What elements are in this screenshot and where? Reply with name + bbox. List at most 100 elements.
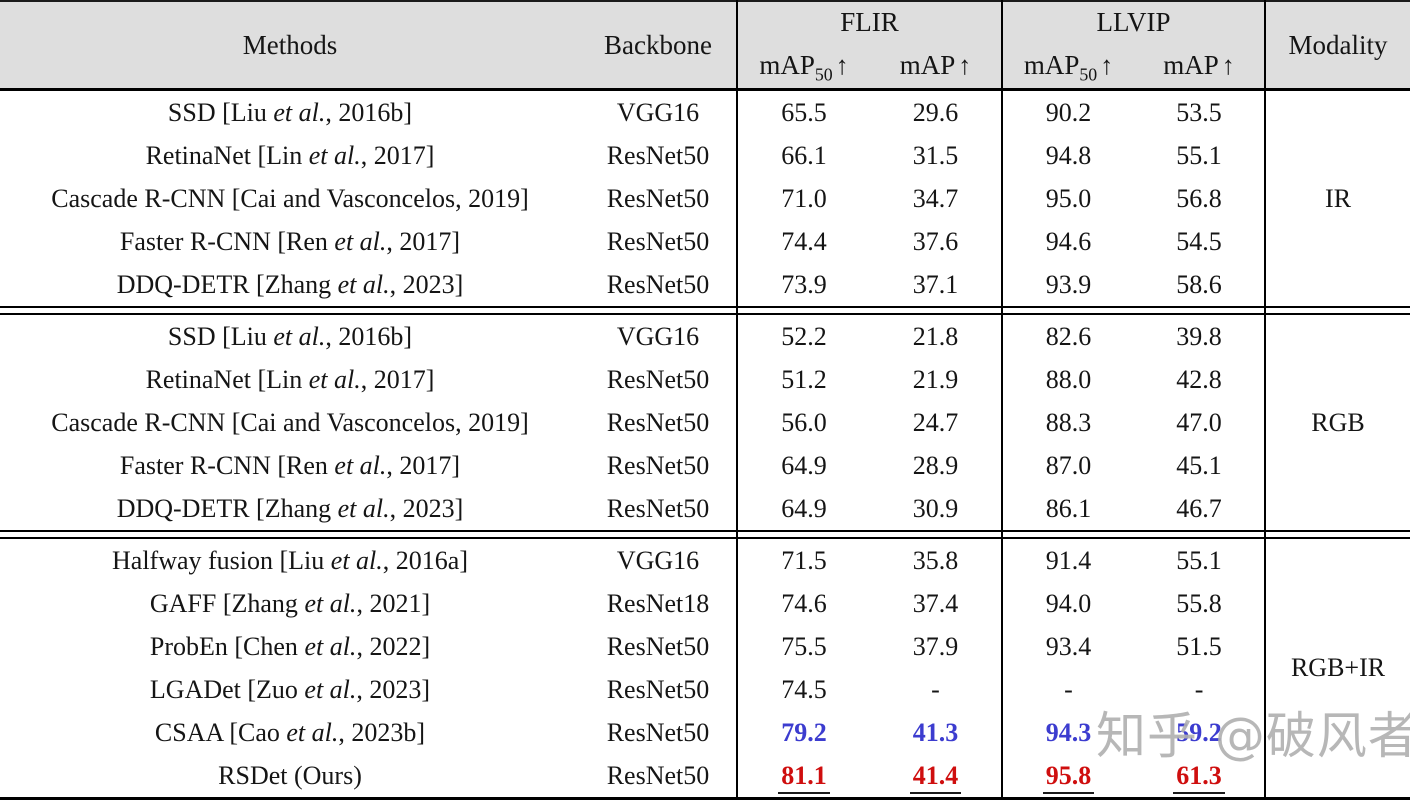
block-separator <box>0 306 1410 315</box>
table-row: ProbEn [Chen et al., 2022] ResNet50 75.5 37… <box>0 625 1410 668</box>
llvip-map-cell: - <box>1134 668 1267 711</box>
backbone-cell: ResNet50 <box>580 263 738 307</box>
flir-map-cell: 21.9 <box>870 358 1004 401</box>
table-row: DDQ-DETR [Zhang et al., 2023] ResNet50 64.… <box>0 487 1410 531</box>
method-cell: CSAA [Cao et al., 2023b] <box>0 711 580 754</box>
flir-map-cell: 37.6 <box>870 220 1004 263</box>
map50-subscript: 50 <box>1079 63 1098 84</box>
method-cell: Faster R-CNN [Ren et al., 2017] <box>0 220 580 263</box>
backbone-cell: ResNet50 <box>580 220 738 263</box>
flir-map50-cell: 64.9 <box>737 487 870 531</box>
backbone-cell: ResNet50 <box>580 625 738 668</box>
flir-map50-cell: 71.5 <box>737 538 870 582</box>
flir-map50-cell: 75.5 <box>737 625 870 668</box>
column-header-flir-map: mAP ↑ <box>870 42 1004 91</box>
column-header-llvip-map: mAP ↑ <box>1134 42 1267 91</box>
llvip-map-cell: 46.7 <box>1134 487 1267 531</box>
table-row: Cascade R-CNN [Cai and Vasconcelos, 2019… <box>0 401 1410 444</box>
llvip-map50-cell: 82.6 <box>1002 314 1135 358</box>
flir-map50-cell: 74.4 <box>737 220 870 263</box>
llvip-map-cell: 55.8 <box>1134 582 1267 625</box>
backbone-cell: VGG16 <box>580 89 738 134</box>
method-cell: Cascade R-CNN [Cai and Vasconcelos, 2019… <box>0 401 580 444</box>
column-header-llvip-map50: mAP50 ↑ <box>1002 42 1135 91</box>
llvip-map-cell: 39.8 <box>1134 314 1267 358</box>
separator-segment <box>1265 306 1410 315</box>
method-cell: RSDet (Ours) <box>0 754 580 799</box>
method-cell: DDQ-DETR [Zhang et al., 2023] <box>0 487 580 531</box>
separator-segment <box>1002 530 1267 539</box>
column-group-flir: FLIR <box>737 1 1004 42</box>
backbone-cell: ResNet50 <box>580 487 738 531</box>
flir-map50-cell: 56.0 <box>737 401 870 444</box>
method-cell: RetinaNet [Lin et al., 2017] <box>0 134 580 177</box>
backbone-cell: ResNet50 <box>580 401 738 444</box>
method-cell: GAFF [Zhang et al., 2021] <box>0 582 580 625</box>
llvip-map50-cell: 88.0 <box>1002 358 1135 401</box>
separator-segment <box>1002 306 1267 315</box>
table-row: CSAA [Cao et al., 2023b] ResNet50 79.2 41.3… <box>0 711 1410 754</box>
llvip-map-cell: 45.1 <box>1134 444 1267 487</box>
table-row: RetinaNet [Lin et al., 2017] ResNet50 66.1… <box>0 134 1410 177</box>
flir-map-cell: 31.5 <box>870 134 1004 177</box>
flir-map50-cell: 74.6 <box>737 582 870 625</box>
flir-map50-cell: 65.5 <box>737 89 870 134</box>
map-label: mAP <box>1163 49 1219 80</box>
up-arrow-icon: ↑ <box>835 50 849 80</box>
separator-segment <box>0 306 738 315</box>
modality-cell: RGB <box>1265 314 1410 531</box>
flir-map-cell: 41.4 <box>870 754 1004 799</box>
method-cell: Halfway fusion [Liu et al., 2016a] <box>0 538 580 582</box>
table-body: SSD [Liu et al., 2016b] VGG16 65.5 29.6 90.2… <box>0 89 1410 799</box>
backbone-cell: ResNet50 <box>580 711 738 754</box>
flir-map-cell: 21.8 <box>870 314 1004 358</box>
method-cell: Cascade R-CNN [Cai and Vasconcelos, 2019… <box>0 177 580 220</box>
llvip-map-cell: 55.1 <box>1134 134 1267 177</box>
separator-segment <box>737 530 1004 539</box>
llvip-map50-cell: 91.4 <box>1002 538 1135 582</box>
llvip-map50-cell: 95.8 <box>1002 754 1135 799</box>
llvip-map-cell: 61.3 <box>1134 754 1267 799</box>
flir-map50-cell: 52.2 <box>737 314 870 358</box>
flir-map-cell: 28.9 <box>870 444 1004 487</box>
table-row: RetinaNet [Lin et al., 2017] ResNet50 51.2… <box>0 358 1410 401</box>
llvip-map-cell: 55.1 <box>1134 538 1267 582</box>
column-header-methods: Methods <box>0 1 580 91</box>
flir-map50-cell: 81.1 <box>737 754 870 799</box>
table-row: Halfway fusion [Liu et al., 2016a] VGG16 7… <box>0 538 1410 799</box>
table-row: Faster R-CNN [Ren et al., 2017] ResNet50 7… <box>0 220 1410 263</box>
llvip-map50-cell: 87.0 <box>1002 444 1135 487</box>
llvip-map-cell: 58.6 <box>1134 263 1267 307</box>
column-header-modality: Modality <box>1265 1 1410 91</box>
flir-map-cell: 37.1 <box>870 263 1004 307</box>
block-separator <box>0 530 1410 539</box>
llvip-map50-cell: 94.8 <box>1002 134 1135 177</box>
backbone-cell: ResNet50 <box>580 668 738 711</box>
map50-subscript: 50 <box>814 63 833 84</box>
map-label: mAP <box>899 49 956 80</box>
table-row: GAFF [Zhang et al., 2021] ResNet18 74.6 37.… <box>0 582 1410 625</box>
column-group-llvip: LLVIP <box>1002 1 1267 42</box>
table-row: SSD [Liu et al., 2016b] VGG16 65.5 29.6 90.2… <box>0 89 1410 307</box>
flir-map-cell: 34.7 <box>870 177 1004 220</box>
llvip-map-cell: 59.2 <box>1134 711 1267 754</box>
method-cell: SSD [Liu et al., 2016b] <box>0 314 580 358</box>
flir-map-cell: 37.4 <box>870 582 1004 625</box>
llvip-map50-cell: 94.6 <box>1002 220 1135 263</box>
llvip-map50-cell: - <box>1002 668 1135 711</box>
map-label: mAP <box>759 49 815 80</box>
column-header-flir-map50: mAP50 ↑ <box>737 42 870 91</box>
method-cell: LGADet [Zuo et al., 2023] <box>0 668 580 711</box>
llvip-map50-cell: 94.3 <box>1002 711 1135 754</box>
llvip-map50-cell: 90.2 <box>1002 89 1135 134</box>
method-cell: RetinaNet [Lin et al., 2017] <box>0 358 580 401</box>
backbone-cell: ResNet18 <box>580 582 738 625</box>
flir-map50-cell: 51.2 <box>737 358 870 401</box>
up-arrow-icon: ↑ <box>1221 50 1235 80</box>
table-row: DDQ-DETR [Zhang et al., 2023] ResNet50 73.… <box>0 263 1410 307</box>
modality-cell: RGB+IR <box>1265 538 1410 799</box>
backbone-cell: VGG16 <box>580 538 738 582</box>
flir-map50-cell: 79.2 <box>737 711 870 754</box>
map-label: mAP <box>1023 49 1080 80</box>
method-cell: ProbEn [Chen et al., 2022] <box>0 625 580 668</box>
